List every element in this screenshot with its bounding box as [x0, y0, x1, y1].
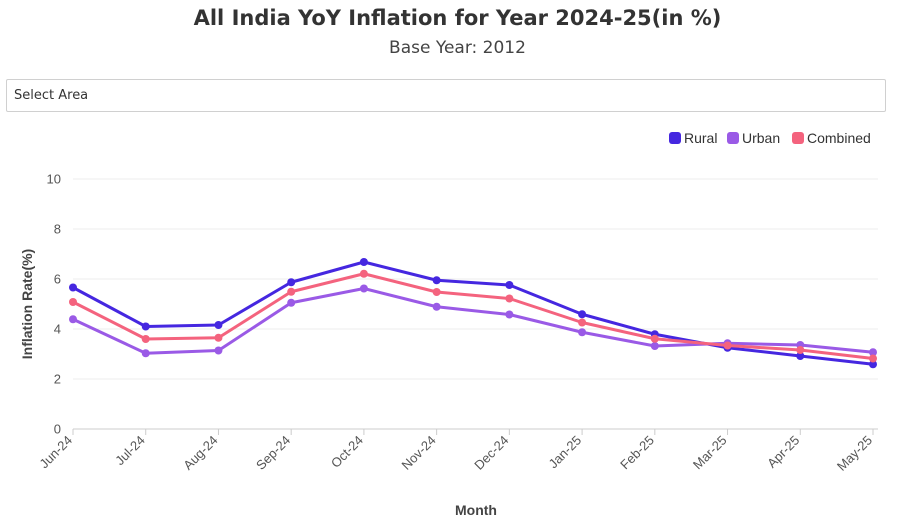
data-point-urban: [650, 342, 659, 350]
data-point-urban: [141, 349, 150, 358]
x-tick-label: Oct-24: [328, 433, 366, 471]
data-point-rural: [869, 360, 877, 369]
x-tick-label: Jun-24: [36, 433, 75, 472]
y-tick-label: 2: [54, 372, 61, 387]
series-line-rural: [71, 260, 875, 366]
legend-swatch-combined: [792, 132, 804, 144]
y-tick-label: 4: [54, 322, 61, 337]
data-point-urban: [578, 328, 587, 337]
x-tick-label: Apr-25: [764, 433, 802, 471]
data-point-rural: [359, 258, 368, 266]
data-point-rural: [796, 352, 805, 360]
data-point-combined: [578, 318, 587, 327]
series-line-urban: [71, 287, 875, 355]
y-tick-label: 6: [54, 272, 61, 287]
legend-label-rural: Rural: [684, 130, 717, 146]
data-point-combined: [287, 287, 296, 296]
legend-swatch-urban: [727, 132, 739, 144]
data-point-rural: [578, 310, 587, 319]
chart-title: All India YoY Inflation for Year 2024-25…: [193, 6, 722, 30]
data-point-urban: [287, 298, 296, 307]
y-tick-label: 8: [54, 222, 61, 237]
x-tick-label: Nov-24: [399, 433, 439, 473]
data-point-combined: [869, 354, 877, 363]
data-point-combined: [796, 346, 805, 354]
y-tick-label: 10: [47, 172, 61, 187]
x-axis-label: Month: [455, 502, 497, 518]
x-tick-label: Feb-25: [617, 433, 657, 473]
legend-label-urban: Urban: [742, 130, 780, 146]
data-point-combined: [723, 341, 732, 350]
legend-label-combined: Combined: [807, 130, 871, 146]
data-point-urban: [69, 315, 77, 324]
data-point-combined: [505, 294, 514, 303]
data-point-rural: [505, 281, 514, 289]
data-point-rural: [69, 283, 77, 292]
data-point-urban: [432, 302, 441, 311]
select-area-label: Select Area: [14, 88, 89, 103]
data-point-combined: [69, 298, 77, 306]
data-point-combined: [432, 288, 441, 296]
x-tick-label: Aug-24: [180, 433, 220, 473]
data-point-urban: [214, 346, 223, 355]
data-point-rural: [287, 278, 296, 287]
x-tick-label: Dec-24: [471, 433, 511, 473]
y-axis-label: Inflation Rate(%): [19, 249, 35, 359]
x-tick-label: Sep-24: [253, 433, 293, 473]
x-tick-label: Jul-24: [112, 433, 148, 469]
data-point-rural: [141, 322, 150, 331]
data-point-urban: [869, 348, 877, 357]
data-point-combined: [650, 334, 659, 343]
data-point-combined: [141, 335, 150, 343]
data-point-combined: [214, 333, 223, 342]
y-tick-label: 0: [54, 422, 61, 437]
chart-subtitle: Base Year: 2012: [389, 38, 526, 58]
data-point-urban: [505, 310, 514, 319]
select-area-dropdown[interactable]: Select Area: [6, 79, 886, 112]
data-point-rural: [214, 321, 223, 329]
data-point-urban: [359, 284, 368, 293]
data-point-combined: [359, 269, 368, 278]
x-tick-label: Jan-25: [545, 433, 584, 472]
x-tick-label: May-25: [834, 433, 875, 474]
legend-swatch-rural: [669, 132, 681, 144]
x-tick-label: Mar-25: [690, 433, 730, 473]
data-point-rural: [432, 276, 441, 285]
series-line-combined: [71, 272, 875, 360]
